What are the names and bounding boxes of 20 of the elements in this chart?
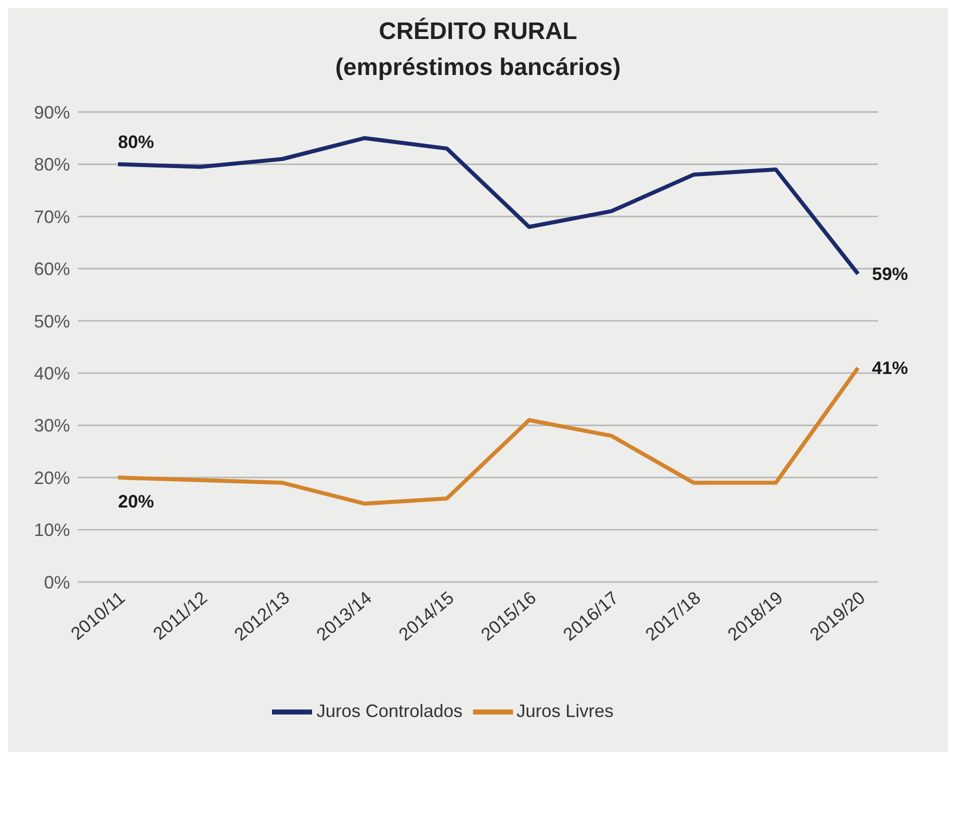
y-tick-label: 0% [44,572,70,592]
y-tick-label: 90% [34,102,70,122]
y-tick-label: 40% [34,364,70,384]
y-tick-label: 60% [34,259,70,280]
y-tick-label: 10% [34,520,70,540]
data-label: 80% [118,132,154,152]
y-tick-label: 70% [34,206,70,227]
y-tick-label: 20% [34,468,70,488]
legend-label: Juros Controlados [316,700,463,721]
y-tick-label: 80% [34,154,70,175]
line-series [116,136,860,276]
y-tick-label: 30% [34,416,70,436]
data-label: 59% [872,264,908,284]
legend-label: Juros Livres [516,700,614,721]
line-series [116,366,860,506]
y-tick-label: 50% [34,311,70,332]
chart-title: CRÉDITO RURAL [378,18,578,46]
data-label: 20% [118,492,154,512]
chart-subtitle: (empréstimos bancários) [334,54,622,82]
data-label: 41% [872,358,908,378]
